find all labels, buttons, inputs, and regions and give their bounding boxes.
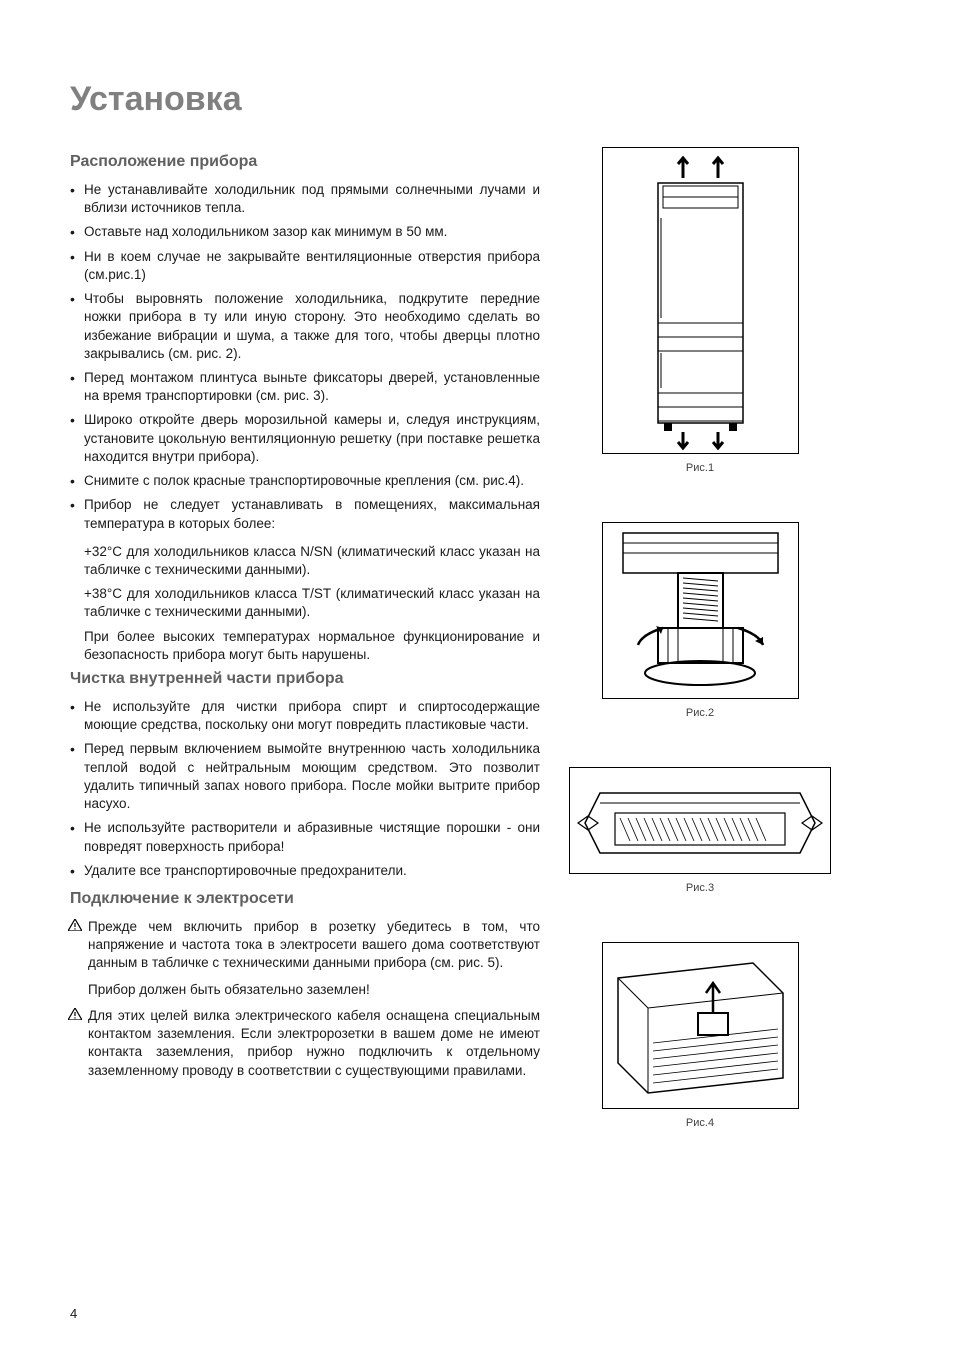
figure-1-caption: Рис.1 [686, 462, 714, 474]
list-item: Не используйте для чистки прибора спирт … [70, 698, 540, 734]
section-heading-cleaning: Чистка внутренней части прибора [70, 670, 540, 688]
fridge-ventilation-icon [603, 148, 798, 453]
figure-2-box [602, 522, 799, 699]
list-item: Оставьте над холодильником зазор как мин… [70, 223, 540, 241]
figure-3: Рис.3 [569, 767, 831, 894]
warning-text: Для этих целей вилка электрического кабе… [88, 1008, 540, 1078]
shelf-clip-removal-icon [603, 943, 798, 1108]
list-item: Не устанавливайте холодильник под прямым… [70, 181, 540, 217]
warning-triangle-icon [68, 1008, 82, 1020]
page-title: Установка [70, 80, 884, 119]
figure-4: Рис.4 [602, 942, 799, 1129]
electric-warnings: Прежде чем включить прибор в розетку убе… [70, 918, 540, 973]
warning-text: Прежде чем включить прибор в розетку убе… [88, 919, 540, 970]
electric-warnings-2: Для этих целей вилка электрического кабе… [70, 1007, 540, 1080]
list-item: Удалите все транспортировочные предохран… [70, 862, 540, 880]
list-item: Перед первым включением вымойте внутренн… [70, 740, 540, 813]
list-item: Широко откройте дверь морозильной камеры… [70, 411, 540, 466]
warning-item: Для этих целей вилка электрического кабе… [70, 1007, 540, 1080]
screw-thread-icon [683, 578, 718, 621]
content-columns: Расположение прибора Не устанавливайте х… [70, 147, 884, 1129]
figure-2: Рис.2 [602, 522, 799, 719]
right-column: Рис.1 [570, 147, 830, 1129]
section-heading-placement: Расположение прибора [70, 153, 540, 171]
figure-2-caption: Рис.2 [686, 707, 714, 719]
list-item: Перед монтажом плинтуса выньте фиксаторы… [70, 369, 540, 405]
warning-triangle-icon [68, 919, 82, 931]
list-item: Ни в коем случае не закрывайте вентиляци… [70, 248, 540, 284]
figure-4-box [602, 942, 799, 1109]
figure-1-box [602, 147, 799, 454]
leveling-foot-icon [603, 523, 798, 698]
figure-3-box [569, 767, 831, 874]
section-heading-electric: Подключение к электросети [70, 890, 540, 908]
plinth-fixer-icon [570, 768, 830, 873]
placement-bullets: Не устанавливайте холодильник под прямым… [70, 181, 540, 533]
temp-note-warn: При более высоких температурах нормально… [70, 628, 540, 664]
cleaning-bullets: Не используйте для чистки прибора спирт … [70, 698, 540, 880]
figure-1: Рис.1 [602, 147, 799, 474]
list-item: Не используйте растворители и абразивные… [70, 819, 540, 855]
list-item: Чтобы выровнять положение холодильника, … [70, 290, 540, 363]
temp-note-32: +32°C для холодильников класса N/SN (кли… [70, 543, 540, 579]
figure-3-caption: Рис.3 [686, 882, 714, 894]
list-item: Прибор не следует устанавливать в помеще… [70, 496, 540, 532]
left-column: Расположение прибора Не устанавливайте х… [70, 147, 540, 1129]
temp-note-38: +38°C для холодильников класса T/ST (кли… [70, 585, 540, 621]
list-item: Снимите с полок красные транспортировочн… [70, 472, 540, 490]
warning-item: Прежде чем включить прибор в розетку убе… [70, 918, 540, 973]
page-number: 4 [70, 1306, 77, 1321]
figure-4-caption: Рис.4 [686, 1117, 714, 1129]
grounding-must: Прибор должен быть обязательно заземлен! [70, 981, 540, 999]
